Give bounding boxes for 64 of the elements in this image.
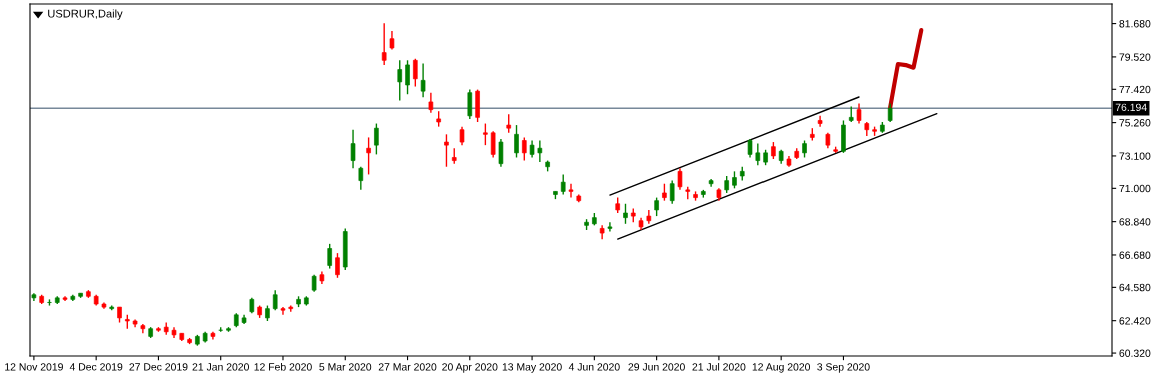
candlestick <box>366 136 371 176</box>
candlestick <box>506 113 512 134</box>
candlestick <box>623 203 628 225</box>
x-tick-label: 12 Aug 2020 <box>752 363 811 373</box>
x-tick-label: 29 Jun 2020 <box>628 363 685 371</box>
candlestick <box>327 243 332 270</box>
x-tick-label: 27 Dec 2019 <box>129 363 188 371</box>
x-tick-label: 12 Nov 2019 <box>5 363 63 371</box>
candlestick <box>405 59 410 95</box>
candlestick <box>607 221 613 233</box>
candlestick <box>669 179 675 205</box>
candlestick <box>747 138 753 159</box>
x-tick-label: 4 Jun 2020 <box>568 363 620 371</box>
candlestick <box>467 88 473 120</box>
candlestick <box>335 252 340 279</box>
y-tick-label: 71.000 <box>1119 184 1151 193</box>
candlestick <box>498 138 504 168</box>
y-tick-label: 73.100 <box>1119 152 1151 160</box>
candlestick <box>514 124 519 159</box>
x-tick-label: 12 Feb 2020 <box>254 362 312 371</box>
y-tick-label: 79.520 <box>1119 53 1151 61</box>
candlestick <box>420 62 426 99</box>
candlestick <box>522 136 527 162</box>
candlestick <box>428 91 434 114</box>
y-tick-label: 75.260 <box>1119 119 1151 127</box>
candlestick <box>444 133 449 168</box>
candlestick <box>413 58 418 88</box>
y-tick-label: 77.420 <box>1119 85 1151 94</box>
candlestick <box>381 22 387 66</box>
candlestick <box>389 30 395 51</box>
candlestick <box>568 183 574 199</box>
x-tick-label: 5 Mar 2020 <box>319 363 372 371</box>
candlestick <box>654 196 659 217</box>
ref-line-label: 76.194 <box>1115 103 1147 112</box>
y-tick-label: 66.680 <box>1119 251 1151 259</box>
x-tick-label: 21 Jul 2020 <box>692 362 746 371</box>
y-tick-label: 81.680 <box>1119 20 1151 28</box>
candlestick <box>560 173 566 196</box>
candlestick <box>856 102 862 125</box>
candlestick <box>272 289 278 311</box>
candlestick <box>537 139 543 163</box>
candlestick <box>677 167 683 191</box>
candlestick <box>887 102 893 123</box>
x-tick-label: 4 Dec 2019 <box>69 363 123 371</box>
candlestick <box>459 125 465 146</box>
candlestick <box>397 59 403 102</box>
candlestick <box>755 142 761 166</box>
candlestick <box>350 129 356 169</box>
y-tick-label: 68.840 <box>1119 218 1151 226</box>
x-tick-label: 3 Sep 2020 <box>817 363 870 373</box>
candlestick <box>280 306 286 316</box>
y-tick-label: 60.320 <box>1119 349 1151 357</box>
candlestick <box>358 166 364 191</box>
x-tick-label: 20 Apr 2020 <box>442 363 498 373</box>
candlestick <box>817 115 823 128</box>
y-tick-label: 62.420 <box>1119 317 1151 325</box>
x-tick-label: 27 Mar 2020 <box>378 363 437 371</box>
candlestick <box>483 122 488 146</box>
candlestick <box>490 130 496 159</box>
x-tick-label: 21 Jan 2020 <box>192 363 249 371</box>
chart-title: USDRUR,Daily <box>48 9 123 20</box>
y-tick-label: 64.580 <box>1119 283 1151 292</box>
candlestick <box>374 122 379 156</box>
x-tick-label: 13 May 2020 <box>502 363 562 373</box>
